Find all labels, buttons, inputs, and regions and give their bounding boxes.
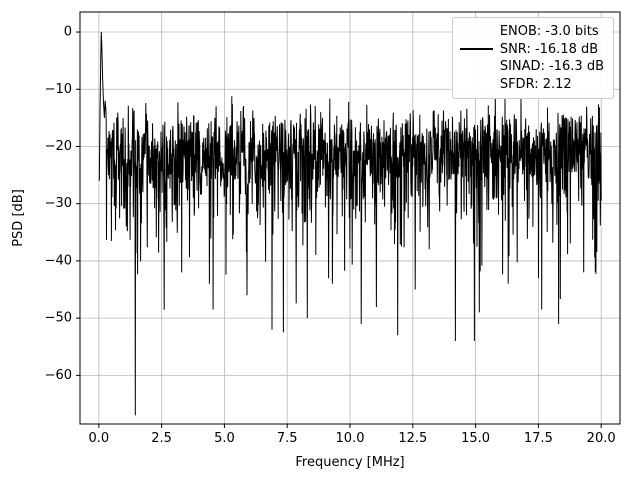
legend-entry-enob: ENOB: -3.0 bits (499, 24, 599, 39)
svg-text:15.0: 15.0 (461, 431, 490, 446)
grid-lines (80, 12, 620, 424)
legend-entry-sinad: SINAD: -16.3 dB (499, 59, 604, 74)
tick-labels: 0.0 2.5 5.0 7.5 10.0 12.5 15.0 17.5 20.0 0 −10 −20 −… (45, 25, 616, 446)
svg-text:10.0: 10.0 (336, 431, 365, 446)
x-axis-label: Frequency [MHz] (295, 455, 404, 470)
svg-text:−50: −50 (45, 311, 72, 326)
svg-text:0.0: 0.0 (88, 431, 109, 446)
svg-text:−20: −20 (45, 139, 72, 154)
svg-text:7.5: 7.5 (277, 431, 298, 446)
svg-text:−30: −30 (45, 196, 72, 211)
legend-row: SNR: -16.18 dB (459, 41, 604, 59)
svg-text:−60: −60 (45, 368, 72, 383)
svg-text:20.0: 20.0 (587, 431, 616, 446)
legend-entry-snr: SNR: -16.18 dB (499, 41, 599, 57)
svg-text:12.5: 12.5 (398, 431, 427, 446)
svg-text:2.5: 2.5 (151, 431, 172, 446)
legend-entry-sfdr: SFDR: 2.12 (499, 76, 572, 92)
svg-text:−10: −10 (45, 82, 72, 97)
legend-line-sample-icon (459, 48, 493, 51)
svg-text:5.0: 5.0 (214, 431, 235, 446)
legend-row: SFDR: 2.12 (460, 76, 604, 94)
psd-line (98, 31, 602, 416)
svg-text:−40: −40 (45, 253, 72, 268)
svg-text:0: 0 (64, 25, 72, 40)
legend-row: SINAD: -16.3 dB (460, 58, 604, 76)
legend: ENOB: -3.0 bits SNR: -16.18 dB SINAD: -1… (451, 17, 614, 99)
y-axis-label: PSD [dB] (11, 189, 26, 247)
svg-text:17.5: 17.5 (524, 431, 553, 446)
legend-row: ENOB: -3.0 bits (460, 23, 604, 41)
